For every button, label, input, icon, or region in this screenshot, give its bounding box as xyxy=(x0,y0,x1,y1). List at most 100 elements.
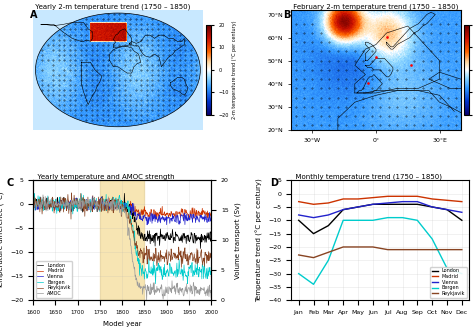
Reykjavik xyxy=(429,248,435,251)
Y-axis label: Temperature difference (°C): Temperature difference (°C) xyxy=(0,191,5,289)
London xyxy=(144,239,150,243)
Bergen xyxy=(429,237,435,241)
Bergen xyxy=(153,282,158,286)
Vienna xyxy=(209,214,214,217)
London xyxy=(355,205,361,209)
London xyxy=(94,210,100,214)
Line: London: London xyxy=(33,193,211,248)
Vienna xyxy=(444,208,450,212)
AMOC xyxy=(95,199,100,203)
Bergen xyxy=(414,218,420,222)
Reykjavik xyxy=(444,248,450,251)
AMOC xyxy=(30,206,36,210)
Vienna xyxy=(385,201,391,205)
Reykjavik xyxy=(414,248,420,251)
Madrid xyxy=(296,200,301,204)
Bergen xyxy=(310,282,316,286)
Bergen xyxy=(128,216,134,220)
Reykjavik xyxy=(326,250,331,254)
Text: A: A xyxy=(30,10,37,20)
London xyxy=(370,202,376,206)
Vienna xyxy=(370,202,376,206)
Vienna xyxy=(30,202,36,206)
Vienna xyxy=(326,213,331,217)
Reykjavik xyxy=(179,265,184,269)
London xyxy=(400,202,405,206)
Reykjavik xyxy=(355,245,361,249)
Text: Monthly temperature trend (1750 – 1850): Monthly temperature trend (1750 – 1850) xyxy=(291,174,442,180)
Reykjavik xyxy=(120,203,126,207)
Text: Yearly temperature and AMOC strength: Yearly temperature and AMOC strength xyxy=(33,174,175,180)
Line: Bergen: Bergen xyxy=(299,217,462,284)
Madrid xyxy=(144,212,150,216)
Line: Vienna: Vienna xyxy=(33,196,211,225)
Line: Reykjavik: Reykjavik xyxy=(299,247,462,258)
Bergen xyxy=(385,215,391,219)
AMOC xyxy=(40,193,46,197)
Madrid xyxy=(340,197,346,201)
Madrid xyxy=(209,213,214,217)
Bergen xyxy=(326,258,331,262)
Reykjavik xyxy=(340,245,346,249)
London xyxy=(414,202,420,206)
Bergen xyxy=(340,218,346,222)
Reykjavik xyxy=(400,248,405,251)
Y-axis label: Temperature trend (°C per century): Temperature trend (°C per century) xyxy=(255,179,263,302)
Bergen xyxy=(459,272,465,276)
Madrid xyxy=(326,201,331,205)
Vienna xyxy=(162,220,167,224)
Bergen xyxy=(370,218,376,222)
London xyxy=(54,204,59,208)
London xyxy=(459,218,465,222)
London xyxy=(296,218,301,222)
Reykjavik xyxy=(209,255,214,259)
Bar xyxy=(100,180,145,300)
Bergen xyxy=(144,272,150,276)
Reykjavik xyxy=(30,196,36,200)
London xyxy=(120,205,126,209)
AMOC xyxy=(144,298,149,302)
Madrid xyxy=(128,204,134,208)
Reykjavik xyxy=(370,245,376,249)
Vienna xyxy=(400,200,405,204)
AMOC xyxy=(145,283,150,287)
London xyxy=(209,236,214,240)
Reykjavik xyxy=(310,256,316,260)
London xyxy=(385,202,391,206)
AMOC xyxy=(209,296,214,300)
Line: Vienna: Vienna xyxy=(299,202,462,217)
London xyxy=(340,208,346,212)
Bergen xyxy=(355,218,361,222)
Reykjavik xyxy=(385,248,391,251)
London xyxy=(128,211,134,214)
Vienna xyxy=(128,205,134,209)
Madrid xyxy=(414,194,420,198)
Text: Yearly 2-m temperature trend (1750 – 1850): Yearly 2-m temperature trend (1750 – 185… xyxy=(33,3,191,10)
Bergen xyxy=(120,200,126,204)
Madrid xyxy=(54,207,59,211)
Reykjavik xyxy=(128,223,134,227)
Vienna xyxy=(54,203,59,207)
Line: Madrid: Madrid xyxy=(299,196,462,204)
Bergen xyxy=(54,212,60,215)
Madrid xyxy=(94,200,100,204)
Vienna xyxy=(90,194,95,198)
Vienna xyxy=(429,205,435,209)
Vienna xyxy=(144,223,150,227)
Bergen xyxy=(162,262,167,266)
Line: Madrid: Madrid xyxy=(33,198,211,219)
Legend: London, Madrid, Vienna, Bergen, Reykjavik, AMOC: London, Madrid, Vienna, Bergen, Reykjavi… xyxy=(36,261,72,298)
Vienna xyxy=(340,208,346,212)
London xyxy=(429,205,435,209)
Line: Reykjavik: Reykjavik xyxy=(33,193,211,267)
Reykjavik xyxy=(459,248,465,251)
Madrid xyxy=(459,200,465,204)
AMOC xyxy=(120,204,126,208)
Text: D: D xyxy=(270,178,278,188)
Text: B: B xyxy=(283,10,290,20)
Vienna xyxy=(296,213,301,217)
Text: C: C xyxy=(7,178,14,188)
Madrid xyxy=(153,217,159,221)
Bergen xyxy=(95,201,100,205)
Line: Bergen: Bergen xyxy=(33,193,211,284)
